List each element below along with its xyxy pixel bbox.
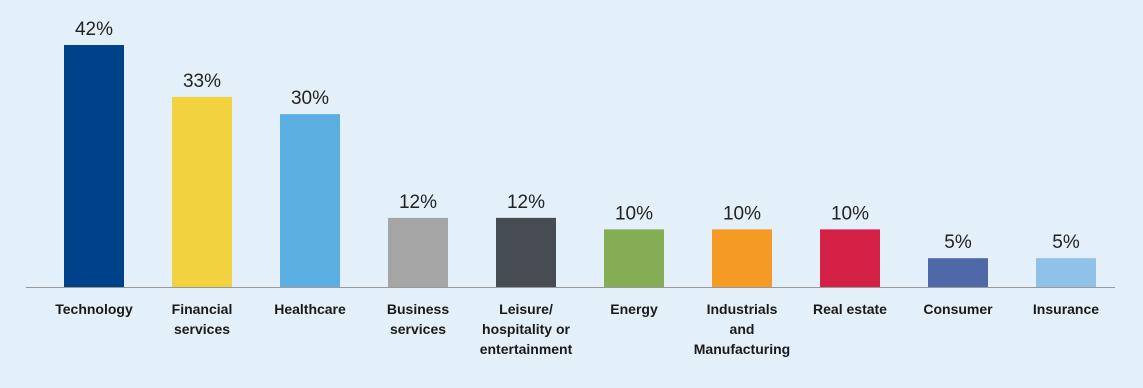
category-label-line: hospitality or: [482, 321, 570, 337]
category-label-line: Manufacturing: [694, 341, 790, 357]
value-label-2: 30%: [291, 88, 329, 109]
bar-9: [1036, 258, 1096, 287]
bar-8: [928, 258, 988, 287]
bars-group: [64, 45, 1096, 288]
category-label-line: services: [174, 321, 230, 337]
category-label-7: Real estate: [813, 301, 887, 317]
category-label-line: Consumer: [923, 301, 993, 317]
value-label-9: 5%: [1052, 232, 1080, 253]
bar-4: [496, 217, 556, 287]
category-label-line: Industrials: [707, 301, 778, 317]
value-label-4: 12%: [507, 192, 545, 213]
value-label-0: 42%: [75, 19, 113, 40]
bar-6: [712, 229, 772, 287]
bar-7: [820, 229, 880, 287]
category-label-line: Leisure/: [499, 301, 553, 317]
category-label-4: Leisure/hospitality or entertainment: [480, 301, 573, 357]
category-label-6: Industrials and Manufacturing: [694, 301, 790, 357]
category-label-line: entertainment: [480, 341, 573, 357]
category-label-8: Consumer: [923, 301, 993, 317]
category-label-line: Energy: [610, 301, 658, 317]
category-label-1: Financial services: [172, 301, 233, 337]
category-label-3: Business services: [387, 301, 449, 337]
value-label-6: 10%: [723, 203, 761, 224]
category-label-line: Business: [387, 301, 449, 317]
value-label-3: 12%: [399, 192, 437, 213]
category-label-line: Financial: [172, 301, 233, 317]
bar-2: [280, 114, 340, 288]
category-label-9: Insurance: [1033, 301, 1099, 317]
category-label-line: Technology: [55, 301, 133, 317]
value-label-8: 5%: [944, 232, 972, 253]
bar-5: [604, 229, 664, 287]
bar-1: [172, 96, 232, 287]
category-label-2: Healthcare: [274, 301, 346, 317]
value-label-5: 10%: [615, 203, 653, 224]
bar-0: [64, 45, 124, 287]
category-label-line: Insurance: [1033, 301, 1099, 317]
category-label-line: Real estate: [813, 301, 887, 317]
value-label-1: 33%: [183, 71, 221, 92]
value-labels-group: 42% 33% 30% 12% 12% 10% 10% 10% 5% 5%: [75, 19, 1080, 253]
category-label-line: and: [730, 321, 755, 337]
value-label-7: 10%: [831, 203, 869, 224]
category-label-5: Energy: [610, 301, 658, 317]
category-labels-group: Technology Financial services Healthcare Bus…: [55, 301, 1099, 357]
category-label-line: services: [390, 321, 446, 337]
category-label-line: Healthcare: [274, 301, 346, 317]
category-label-0: Technology: [55, 301, 133, 317]
bar-3: [388, 217, 448, 287]
